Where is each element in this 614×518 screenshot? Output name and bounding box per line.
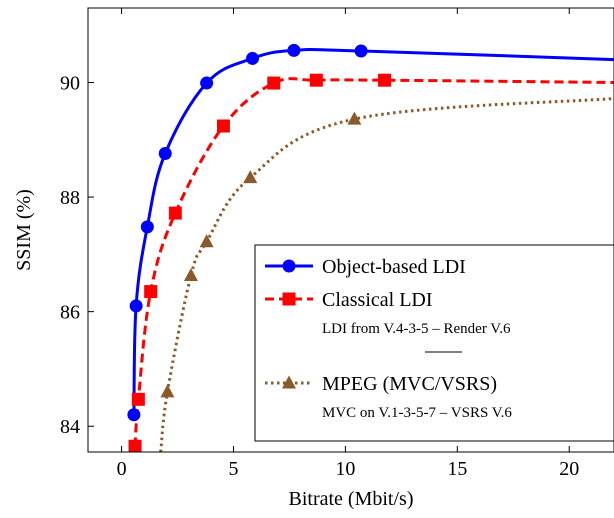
y-tick-label: 90	[60, 72, 80, 94]
data-point-mpeg	[347, 111, 362, 125]
data-point-classical	[131, 392, 145, 406]
legend-note-classical: LDI from V.4-3-5 – Render V.6	[322, 321, 511, 337]
y-tick-label: 86	[60, 302, 80, 324]
series-line-mpeg	[159, 97, 614, 452]
axis-ticks	[88, 8, 570, 452]
data-point-mpeg	[243, 170, 258, 184]
data-point-object-based	[127, 408, 141, 422]
x-tick-label: 5	[228, 458, 238, 480]
x-tick-label: 10	[335, 458, 355, 480]
x-tick-label: 0	[117, 458, 127, 480]
data-point-object-based	[140, 220, 154, 234]
legend-entry-classical: Classical LDI	[322, 289, 433, 311]
legend-entry-object-based: Object-based LDI	[322, 256, 466, 278]
legend-entry-mpeg: MPEG (MVC/VSRS)	[322, 373, 497, 395]
data-point-object-based	[200, 76, 214, 90]
legend-box	[254, 244, 614, 442]
data-point-classical	[267, 76, 281, 90]
data-point-classical	[144, 285, 158, 299]
legend-marker-classical	[282, 292, 296, 306]
data-point-object-based	[246, 51, 260, 65]
x-tick-label: 15	[447, 458, 467, 480]
x-tick-label: 20	[559, 458, 579, 480]
data-point-object-based	[354, 44, 368, 58]
legend: Object-based LDI Classical LDI LDI from …	[254, 244, 614, 442]
x-axis-title: Bitrate (Mbit/s)	[289, 488, 414, 510]
data-point-classical	[309, 73, 323, 87]
data-point-classical	[378, 73, 392, 87]
legend-marker-object-based	[282, 259, 296, 273]
y-tick-label: 84	[60, 416, 80, 438]
data-point-object-based	[129, 299, 143, 313]
legend-note-mpeg: MVC on V.1-3-5-7 – VSRS V.6	[322, 405, 512, 421]
axis-tick-labels: 0 5 10 15 20 84 86 88 90	[60, 72, 579, 480]
plot-area-frame	[87, 7, 614, 453]
data-point-mpeg	[160, 384, 175, 398]
data-point-object-based	[287, 43, 301, 57]
y-axis-title: SSIM (%)	[13, 189, 35, 271]
data-point-classical	[168, 206, 182, 220]
data-point-mpeg	[183, 268, 198, 282]
y-tick-label: 88	[60, 187, 80, 209]
data-point-classical	[216, 119, 230, 133]
legend-marker-mpeg	[282, 375, 296, 389]
data-point-object-based	[158, 147, 172, 161]
series-markers	[127, 43, 392, 452]
data-point-mpeg	[199, 234, 214, 248]
data-point-classical	[128, 439, 142, 452]
